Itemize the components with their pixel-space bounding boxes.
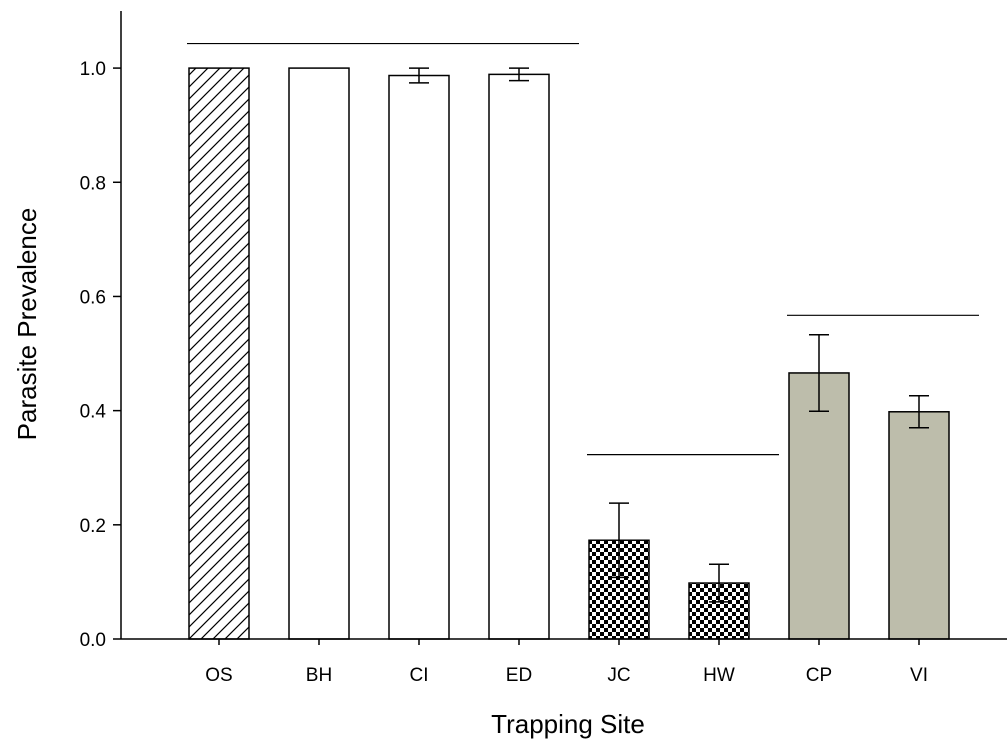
y-tick-label: 0.4 bbox=[80, 402, 107, 423]
x-tick-label-cp: CP bbox=[806, 665, 832, 686]
x-tick-label-os: OS bbox=[205, 665, 232, 686]
y-tick-label: 0.8 bbox=[80, 173, 106, 194]
x-tick-label-bh: BH bbox=[306, 665, 332, 686]
y-axis-title: Parasite Prevalence bbox=[12, 208, 42, 441]
y-tick-label: 0.0 bbox=[80, 630, 106, 651]
bar-cp bbox=[789, 373, 849, 639]
x-tick-label-ed: ED bbox=[506, 665, 532, 686]
y-tick-label: 0.6 bbox=[80, 287, 106, 308]
bar-ed bbox=[489, 74, 549, 639]
x-tick-label-hw: HW bbox=[703, 665, 735, 686]
error-bars-group bbox=[409, 68, 929, 602]
x-tick-labels: OS BH CI ED JC HW CP VI bbox=[205, 639, 928, 686]
x-axis-title: Trapping Site bbox=[491, 709, 645, 739]
y-ticks: 0.0 0.2 0.4 0.6 0.8 1.0 bbox=[80, 59, 121, 651]
bar-bh bbox=[289, 68, 349, 639]
y-tick-label: 1.0 bbox=[80, 59, 106, 80]
bars-group bbox=[189, 68, 949, 639]
x-tick-label-vi: VI bbox=[910, 665, 928, 686]
bar-vi bbox=[889, 412, 949, 639]
bar-os bbox=[189, 68, 249, 639]
bar-ci bbox=[389, 76, 449, 639]
x-tick-label-ci: CI bbox=[410, 665, 429, 686]
y-tick-label: 0.2 bbox=[80, 516, 106, 537]
x-tick-label-jc: JC bbox=[607, 665, 630, 686]
